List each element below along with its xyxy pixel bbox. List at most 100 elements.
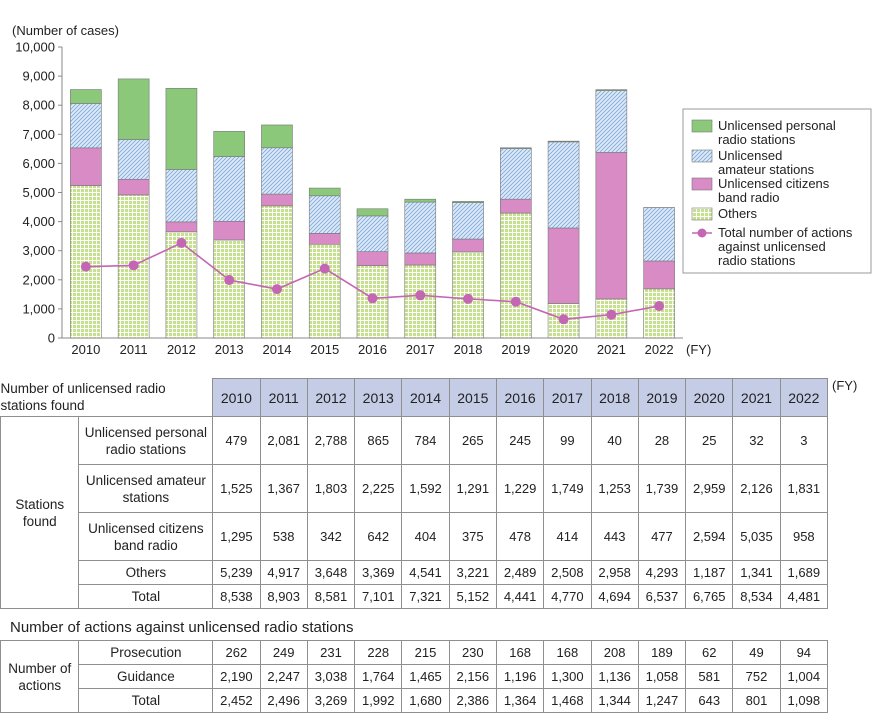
bar-others bbox=[165, 231, 198, 339]
value-cell: 2,190 bbox=[212, 664, 261, 689]
value-cell: 4,770 bbox=[543, 584, 592, 609]
line-point bbox=[558, 314, 569, 325]
value-cell: 1,291 bbox=[448, 464, 497, 513]
bar-others bbox=[404, 264, 437, 339]
line-point bbox=[415, 290, 426, 301]
table1-corner-label: Number of unlicensed radio stations foun… bbox=[0, 381, 166, 413]
x-tick-label: 2016 bbox=[358, 342, 387, 357]
bar-amateur bbox=[213, 156, 245, 222]
value-cell: 4,917 bbox=[259, 560, 308, 585]
year-header-cell: 2021 bbox=[732, 378, 781, 417]
value-cell: 215 bbox=[401, 640, 450, 665]
stations-found-table: Number of unlicensed radio stations foun… bbox=[0, 378, 829, 609]
value-cell: 2,489 bbox=[495, 560, 545, 585]
value-cell: 2,081 bbox=[259, 416, 308, 465]
y-tick-label: 7,000 bbox=[22, 127, 55, 142]
bar-amateur bbox=[595, 90, 628, 153]
bar-personal bbox=[213, 131, 245, 157]
value-cell: 99 bbox=[543, 416, 592, 465]
bar-cb bbox=[500, 198, 532, 214]
bar-cb bbox=[70, 147, 102, 186]
y-tick-label: 0 bbox=[48, 331, 55, 346]
value-cell: 6,765 bbox=[685, 584, 734, 609]
value-cell: 1,465 bbox=[401, 664, 450, 689]
bar-others bbox=[500, 212, 532, 339]
x-tick-label: 2010 bbox=[71, 342, 100, 357]
value-cell: 581 bbox=[685, 664, 734, 689]
value-cell: 265 bbox=[448, 416, 497, 465]
line-point bbox=[271, 284, 282, 295]
value-cell: 3,369 bbox=[354, 560, 403, 585]
value-cell: 478 bbox=[495, 512, 545, 561]
bar-amateur bbox=[452, 202, 484, 240]
year-header-cell: 2018 bbox=[590, 378, 639, 417]
value-cell: 865 bbox=[354, 416, 403, 465]
value-cell: 1,803 bbox=[306, 464, 356, 513]
value-cell: 4,481 bbox=[779, 584, 829, 609]
value-cell: 245 bbox=[495, 416, 545, 465]
bar-amateur bbox=[261, 147, 293, 195]
legend-label: Unlicensed citizens bbox=[718, 176, 830, 191]
table-row: Guidance 2,190 2,247 3,038 1,764 1,465 2,156 1,… bbox=[1, 664, 829, 689]
value-cell: 228 bbox=[354, 640, 403, 665]
bar-cb bbox=[165, 221, 198, 233]
bar-personal bbox=[308, 187, 341, 197]
row-label-cell: Prosecution bbox=[78, 640, 214, 665]
bar-amateur bbox=[165, 169, 198, 223]
line-point bbox=[128, 260, 139, 271]
value-cell: 6,537 bbox=[637, 584, 687, 609]
value-cell: 2,959 bbox=[685, 464, 734, 513]
bar-others bbox=[308, 243, 341, 339]
row-label-cell: Unlicensed amateur stations bbox=[78, 464, 214, 513]
value-cell: 1,739 bbox=[637, 464, 687, 513]
value-cell: 1,300 bbox=[543, 664, 592, 689]
table-row: Number of actions Prosecution 262 249 231 228… bbox=[0, 640, 829, 713]
actions-table: Number of actions Prosecution 262 249 231 228… bbox=[0, 640, 829, 713]
value-cell: 1,058 bbox=[637, 664, 687, 689]
legend-label: against unlicensed bbox=[718, 239, 826, 254]
legend-line-marker bbox=[697, 228, 707, 238]
y-unit-label: (Number of cases) bbox=[12, 23, 119, 38]
x-tick-label: 2019 bbox=[501, 342, 530, 357]
bar-amateur bbox=[117, 139, 150, 180]
value-cell: 168 bbox=[495, 640, 545, 665]
bar-cb bbox=[452, 238, 484, 253]
row-label-cell: Total bbox=[78, 584, 214, 609]
value-cell: 8,534 bbox=[732, 584, 781, 609]
value-cell: 801 bbox=[732, 688, 781, 713]
bar-cb bbox=[595, 152, 628, 300]
value-cell: 2,594 bbox=[685, 512, 734, 561]
value-cell: 189 bbox=[637, 640, 687, 665]
bar-personal bbox=[117, 78, 150, 140]
value-cell: 32 bbox=[732, 416, 781, 465]
value-cell: 443 bbox=[590, 512, 639, 561]
value-cell: 62 bbox=[685, 640, 734, 665]
table-row: Unlicensed amateur stations 1,525 1,367 1,8… bbox=[1, 464, 829, 513]
value-cell: 1,229 bbox=[495, 464, 545, 513]
value-cell: 1,764 bbox=[354, 664, 403, 689]
value-cell: 3,038 bbox=[306, 664, 356, 689]
row-label-cell: Unlicensed personal radio stations bbox=[78, 416, 214, 465]
bars bbox=[70, 78, 675, 339]
value-cell: 1,004 bbox=[779, 664, 829, 689]
value-cell: 3,269 bbox=[306, 688, 356, 713]
value-cell: 2,386 bbox=[448, 688, 497, 713]
line-point bbox=[176, 237, 187, 248]
bar-personal bbox=[356, 208, 389, 217]
bar-amateur bbox=[404, 201, 437, 254]
value-cell: 1,253 bbox=[590, 464, 639, 513]
value-cell: 2,156 bbox=[448, 664, 497, 689]
year-header-cell: 2011 bbox=[259, 378, 308, 417]
value-cell: 40 bbox=[590, 416, 639, 465]
value-cell: 4,293 bbox=[637, 560, 687, 585]
x-tick-label: 2011 bbox=[120, 342, 148, 357]
value-cell: 1,196 bbox=[495, 664, 545, 689]
year-header-cell: 2015 bbox=[448, 378, 497, 417]
value-cell: 1,749 bbox=[543, 464, 592, 513]
legend-label: amateur stations bbox=[718, 162, 815, 177]
legend-label: Total number of actions bbox=[718, 225, 853, 240]
line-point bbox=[319, 263, 330, 274]
legend-label: radio stations bbox=[718, 132, 796, 147]
value-cell: 49 bbox=[732, 640, 781, 665]
value-cell: 5,035 bbox=[732, 512, 781, 561]
